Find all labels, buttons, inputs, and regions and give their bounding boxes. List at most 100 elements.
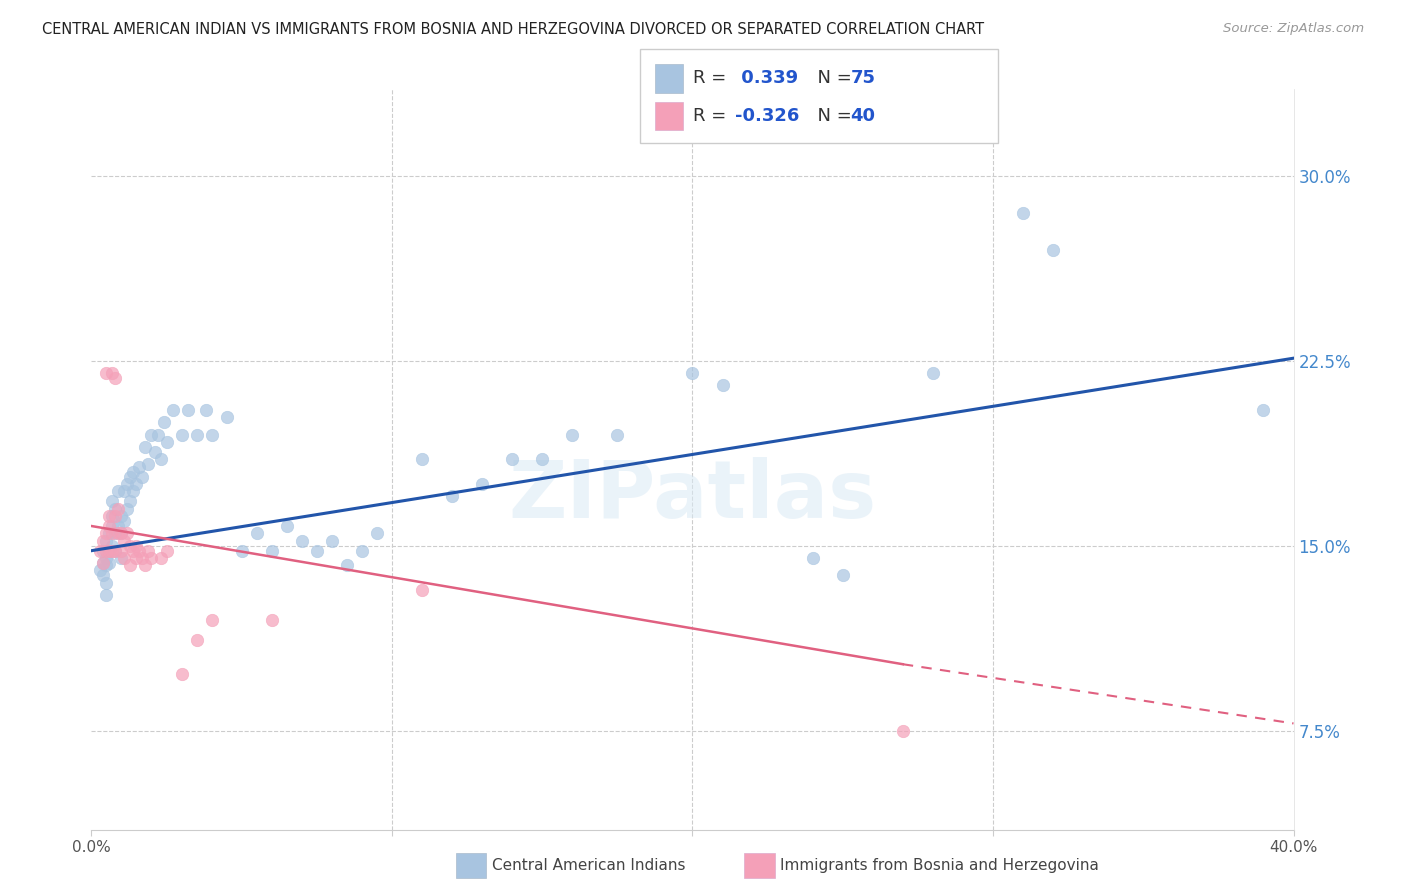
Point [101, 526, 124, 541]
Point [98, 509, 121, 524]
Point [141, 551, 163, 566]
Point [114, 514, 136, 528]
Point [260, 613, 283, 627]
Point [231, 543, 253, 558]
Point [101, 494, 124, 508]
Point [801, 551, 824, 566]
Point [606, 427, 628, 442]
Point [104, 371, 127, 385]
Point [125, 539, 148, 553]
Point [186, 632, 208, 647]
Point [681, 366, 703, 380]
Point [561, 427, 583, 442]
Text: ZIPatlas: ZIPatlas [509, 458, 876, 535]
Point [201, 427, 224, 442]
Point [122, 484, 145, 499]
Point [96, 558, 118, 573]
Point [138, 458, 160, 472]
Point [96, 533, 118, 548]
Point [128, 459, 150, 474]
Point [134, 440, 156, 454]
Point [411, 583, 433, 598]
Point [117, 477, 139, 491]
Point [104, 543, 127, 558]
Point [120, 494, 142, 508]
Point [215, 410, 238, 425]
Point [98, 543, 121, 558]
Point [107, 484, 129, 499]
Point [152, 416, 174, 430]
Text: Source: ZipAtlas.com: Source: ZipAtlas.com [1223, 22, 1364, 36]
Text: 75: 75 [851, 70, 876, 87]
Point [93, 556, 115, 570]
Point [246, 526, 269, 541]
Point [110, 526, 132, 541]
Point [131, 469, 153, 483]
Point [96, 366, 118, 380]
Point [98, 556, 121, 570]
Point [321, 533, 343, 548]
Point [260, 543, 283, 558]
Point [101, 519, 124, 533]
Point [110, 526, 132, 541]
Point [138, 543, 160, 558]
Point [114, 484, 136, 499]
Point [117, 526, 139, 541]
Point [93, 556, 115, 570]
Point [93, 568, 115, 582]
Point [128, 543, 150, 558]
Text: N =: N = [806, 107, 858, 125]
Point [104, 526, 127, 541]
Point [117, 501, 139, 516]
Point [120, 558, 142, 573]
Point [131, 551, 153, 566]
Text: Central American Indians: Central American Indians [492, 858, 686, 872]
Point [155, 435, 177, 450]
Point [98, 519, 121, 533]
Point [471, 477, 494, 491]
Point [89, 543, 111, 558]
Point [176, 403, 198, 417]
Point [101, 366, 124, 380]
Point [96, 543, 118, 558]
Point [276, 519, 298, 533]
Point [110, 551, 132, 566]
Text: -0.326: -0.326 [735, 107, 800, 125]
Text: CENTRAL AMERICAN INDIAN VS IMMIGRANTS FROM BOSNIA AND HERZEGOVINA DIVORCED OR SE: CENTRAL AMERICAN INDIAN VS IMMIGRANTS FR… [42, 22, 984, 37]
Point [125, 551, 148, 566]
Point [366, 526, 388, 541]
Point [1253, 403, 1275, 417]
Text: Immigrants from Bosnia and Herzegovina: Immigrants from Bosnia and Herzegovina [780, 858, 1099, 872]
Point [1042, 243, 1064, 257]
Point [120, 469, 142, 483]
Point [501, 452, 523, 467]
Point [440, 489, 463, 503]
Point [922, 366, 945, 380]
Point [531, 452, 554, 467]
Point [122, 543, 145, 558]
Text: R =: R = [693, 70, 733, 87]
Point [114, 533, 136, 548]
Point [1012, 205, 1035, 219]
Point [194, 403, 217, 417]
Point [146, 427, 169, 442]
Point [107, 526, 129, 541]
Point [155, 543, 177, 558]
Point [143, 445, 166, 459]
Point [101, 539, 124, 553]
Point [107, 519, 129, 533]
Point [107, 501, 129, 516]
Point [711, 378, 734, 392]
Point [96, 575, 118, 590]
Point [305, 543, 328, 558]
Point [104, 509, 127, 524]
Point [170, 667, 193, 681]
Point [98, 543, 121, 558]
Point [114, 551, 136, 566]
Text: 40: 40 [851, 107, 876, 125]
Point [101, 509, 124, 524]
Point [891, 723, 914, 738]
Point [96, 526, 118, 541]
Point [98, 526, 121, 541]
Point [170, 427, 193, 442]
